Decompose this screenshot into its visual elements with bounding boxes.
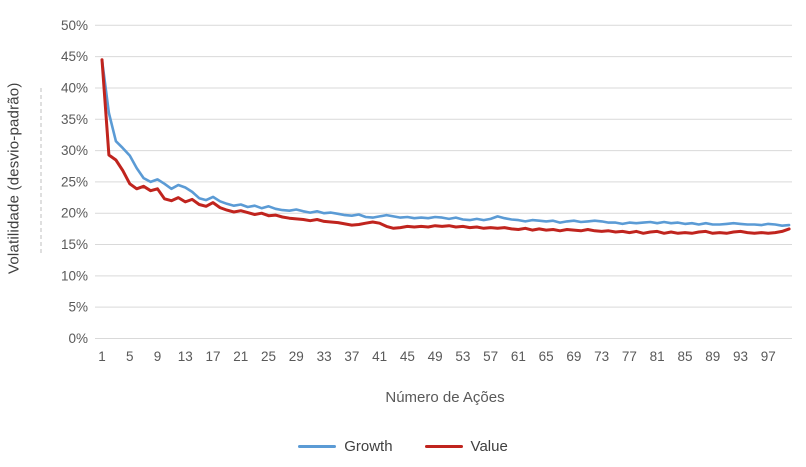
y-tick-label: 5% <box>68 300 88 315</box>
legend-item-value: Value <box>424 438 508 455</box>
x-tick-label: 33 <box>317 349 332 364</box>
y-tick-label: 30% <box>61 143 88 158</box>
x-axis-title: Número de Ações <box>385 389 505 406</box>
x-tick-label: 73 <box>594 349 609 364</box>
x-tick-label: 85 <box>677 349 692 364</box>
legend-item-growth: Growth <box>298 438 393 455</box>
x-tick-label: 93 <box>733 349 748 364</box>
x-tick-label: 45 <box>400 349 415 364</box>
x-tick-label: 29 <box>289 349 304 364</box>
x-tick-label: 65 <box>539 349 554 364</box>
gridlines-group <box>95 24 792 339</box>
x-tick-label: 89 <box>705 349 720 364</box>
x-tick-label: 9 <box>154 349 162 364</box>
x-tick-label: 17 <box>206 349 221 364</box>
y-axis-tick-labels: 0% 5% 10% 15% 20% 25% 30% 35% 40% 45% 50% <box>61 18 88 346</box>
x-tick-label: 1 <box>98 349 106 364</box>
growth-series-line <box>100 58 791 227</box>
y-tick-label: 10% <box>61 268 88 283</box>
value-series-line <box>100 58 791 235</box>
legend-label-growth: Growth <box>344 438 393 455</box>
x-tick-label: 21 <box>233 349 248 364</box>
x-tick-label: 37 <box>344 349 359 364</box>
y-tick-label: 15% <box>61 237 88 252</box>
y-tick-label: 35% <box>61 112 88 127</box>
x-tick-label: 69 <box>566 349 581 364</box>
y-tick-label: 25% <box>61 174 88 189</box>
series-lines-group <box>100 58 791 235</box>
x-tick-label: 5 <box>126 349 134 364</box>
legend: Growth Value <box>0 438 806 455</box>
x-tick-label: 53 <box>455 349 470 364</box>
y-tick-label: 50% <box>61 18 88 33</box>
x-axis-tick-labels: 1 5 9 13 17 21 25 29 33 37 41 45 49 53 57 61 65 69 73 77 81 8… <box>98 349 776 364</box>
x-tick-label: 81 <box>650 349 665 364</box>
x-tick-label: 57 <box>483 349 498 364</box>
x-tick-label: 61 <box>511 349 526 364</box>
x-tick-label: 41 <box>372 349 387 364</box>
y-tick-label: 45% <box>61 49 88 64</box>
y-tick-label: 20% <box>61 206 88 221</box>
y-tick-label: 40% <box>61 80 88 95</box>
x-tick-label: 25 <box>261 349 276 364</box>
value-line-swatch <box>424 445 463 448</box>
x-tick-label: 97 <box>761 349 776 364</box>
legend-label-value: Value <box>470 438 508 455</box>
y-axis-title: Volatilidade (desvio-padrão) <box>5 82 23 274</box>
growth-line-swatch <box>298 445 337 448</box>
x-tick-label: 77 <box>622 349 637 364</box>
x-tick-label: 13 <box>178 349 193 364</box>
y-tick-label: 0% <box>68 331 88 346</box>
x-tick-label: 49 <box>428 349 443 364</box>
